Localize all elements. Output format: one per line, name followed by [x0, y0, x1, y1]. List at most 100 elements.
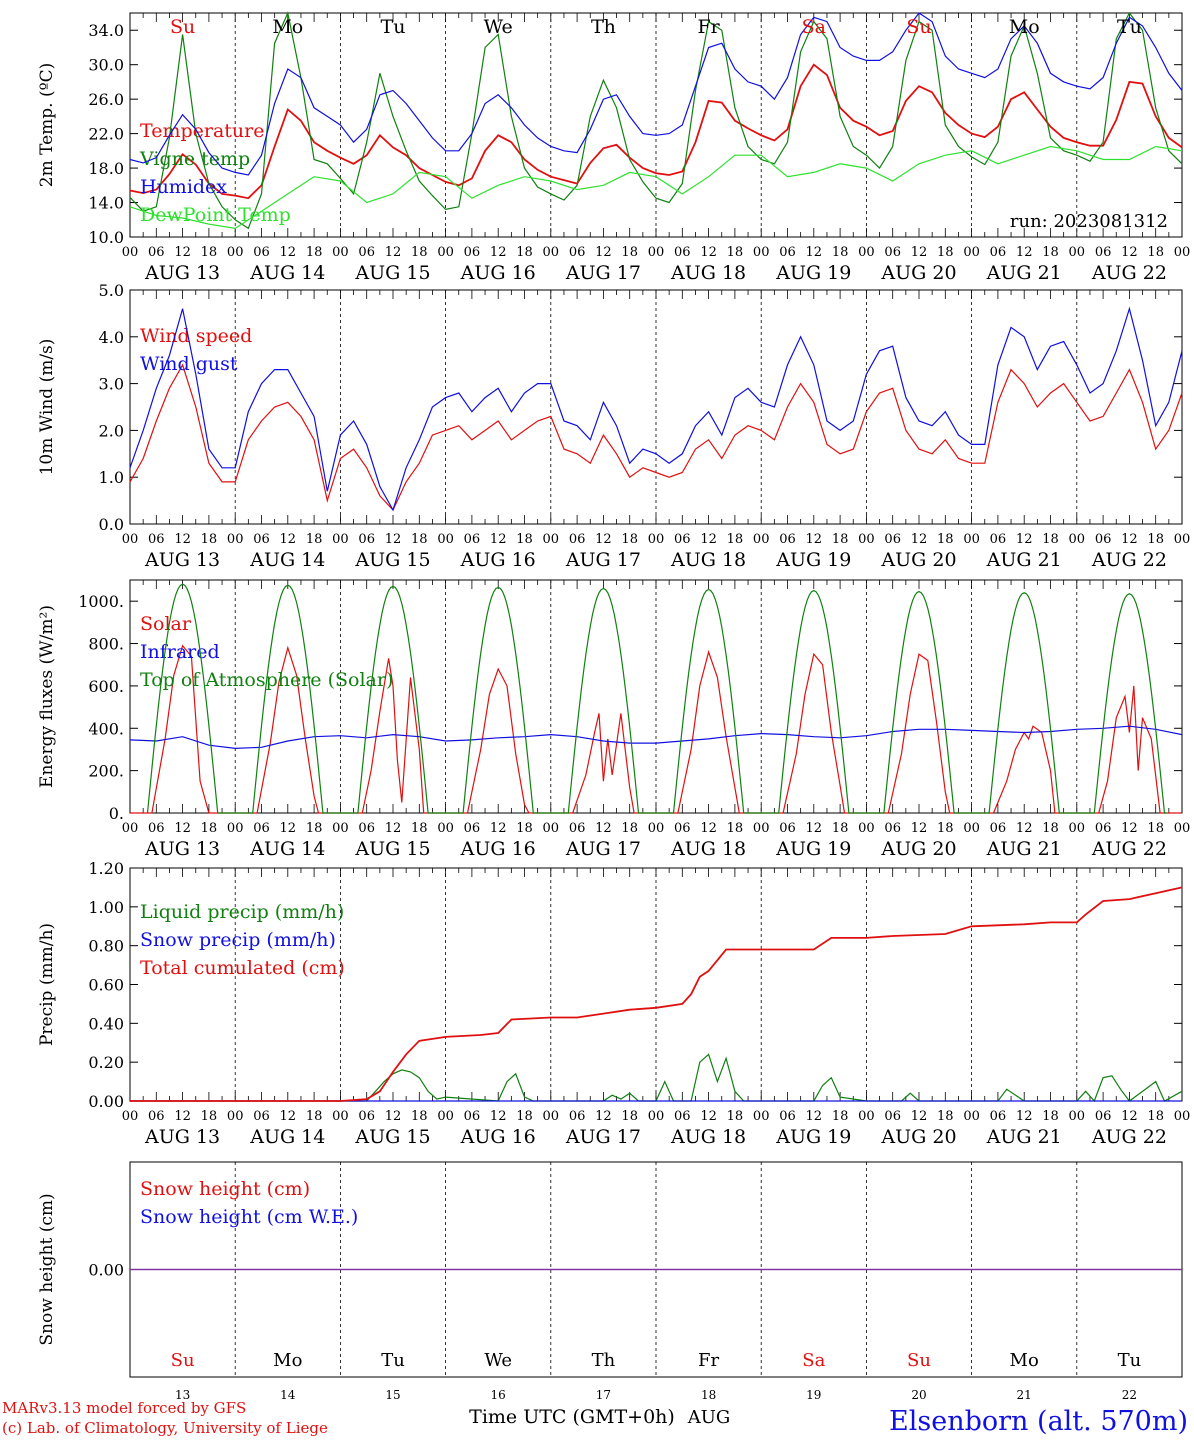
legend-entry: Snow height (cm)	[140, 1178, 310, 1200]
hour-label: 06	[779, 532, 796, 547]
weekday-label-bottom: Sa	[802, 1350, 825, 1371]
date-label: AUG 14	[249, 1126, 325, 1148]
station-name: Elsenborn (alt. 570m)	[889, 1406, 1188, 1437]
hour-label: 18	[1042, 245, 1059, 260]
panel-5: 0.00 Snow height (cm) Snow height (cm) Snow…	[37, 1161, 1183, 1378]
hour-label: 00	[963, 532, 980, 547]
date-label: AUG 20	[880, 838, 956, 860]
hour-label: 18	[1042, 532, 1059, 547]
hour-label: 06	[674, 1109, 691, 1124]
weekday-label-top: Mo	[1009, 16, 1040, 38]
hour-label: 18	[621, 821, 638, 836]
hour-label: 06	[674, 245, 691, 260]
hour-label: 06	[674, 821, 691, 836]
weekday-label-bottom: Mo	[273, 1350, 302, 1371]
hour-label: 18	[411, 821, 428, 836]
hour-label: 18	[832, 245, 849, 260]
y-tick-label: 0.60	[88, 976, 124, 995]
hour-label: 12	[595, 532, 612, 547]
hour-label: 12	[700, 1109, 717, 1124]
date-label: AUG 13	[144, 549, 220, 571]
hour-label: 18	[516, 532, 533, 547]
month-label: AUG	[687, 1407, 731, 1428]
hour-label: 12	[490, 821, 507, 836]
hour-label: 18	[201, 1109, 218, 1124]
hour-label: 06	[569, 245, 586, 260]
hour-label: 06	[990, 821, 1007, 836]
series-line-vigne-temp	[129, 11, 1183, 230]
hour-label: 00	[122, 1109, 139, 1124]
y-tick-label: 1.00	[88, 898, 124, 917]
hour-label: 00	[437, 1109, 454, 1124]
y-tick-label: 18.0	[88, 159, 124, 178]
hour-label: 06	[990, 532, 1007, 547]
hour-label: 18	[411, 245, 428, 260]
hour-label: 18	[832, 532, 849, 547]
hour-label: 06	[253, 821, 270, 836]
hour-label: 18	[937, 821, 954, 836]
hour-label: 18	[1147, 821, 1164, 836]
y-tick-label: 0.	[109, 804, 124, 823]
hour-label: 12	[1016, 1109, 1033, 1124]
hour-label: 12	[1016, 245, 1033, 260]
hour-label: 00	[332, 821, 349, 836]
hour-label: 06	[464, 1109, 481, 1124]
date-label: AUG 21	[986, 838, 1062, 860]
hour-label: 00	[332, 245, 349, 260]
hour-label: 18	[727, 245, 744, 260]
day-number: 19	[806, 1388, 821, 1402]
panel-2: 0.0 1.0 2.0 3.0 4.0 5.0 10m Wind (m/s) Wind spe…	[37, 281, 1190, 571]
date-label: AUG 16	[460, 1126, 536, 1148]
hour-label: 18	[621, 532, 638, 547]
legend-entry: Solar	[140, 613, 192, 635]
hour-label: 00	[543, 821, 560, 836]
weekday-label-top: Tu	[1117, 16, 1142, 38]
hour-label: 12	[1121, 245, 1138, 260]
hour-label: 12	[280, 245, 297, 260]
hour-label: 00	[1174, 245, 1191, 260]
weekday-label-bottom: Su	[171, 1350, 195, 1371]
y-axis-label: Energy fluxes (W/m²)	[37, 605, 57, 788]
day-number: 16	[491, 1388, 506, 1402]
hour-label: 06	[358, 1109, 375, 1124]
hour-label: 18	[516, 245, 533, 260]
hour-label: 06	[884, 1109, 901, 1124]
hour-label: 12	[1016, 532, 1033, 547]
y-tick-label: 1000.	[78, 592, 124, 611]
hour-label: 12	[280, 532, 297, 547]
hour-label: 06	[884, 821, 901, 836]
hour-label: 06	[253, 1109, 270, 1124]
date-label: AUG 16	[460, 549, 536, 571]
hour-label: 12	[490, 532, 507, 547]
hour-label: 12	[280, 821, 297, 836]
hour-label: 12	[385, 821, 402, 836]
credit-line-1: MARv3.13 model forced by GFS	[2, 1399, 246, 1417]
hour-label: 06	[148, 532, 165, 547]
panel-3: 0. 200. 400. 600. 800. 1000. Energy fluxes (W/…	[37, 579, 1190, 860]
hour-label: 12	[806, 532, 823, 547]
date-label: AUG 18	[670, 262, 746, 284]
date-label: AUG 21	[986, 262, 1062, 284]
y-tick-label: 0.80	[88, 937, 124, 956]
legend-entry: Vigne temp	[139, 148, 250, 170]
hour-label: 06	[674, 532, 691, 547]
hour-label: 12	[174, 821, 191, 836]
y-tick-label: 400.	[88, 719, 124, 738]
y-tick-label: 5.0	[99, 281, 124, 300]
hour-label: 00	[753, 1109, 770, 1124]
y-tick-label: 4.0	[99, 328, 124, 347]
hour-label: 18	[937, 532, 954, 547]
date-label: AUG 22	[1091, 262, 1167, 284]
day-number: 18	[701, 1388, 716, 1402]
hour-label: 18	[1147, 245, 1164, 260]
hour-label: 18	[937, 245, 954, 260]
y-tick-label: 1.0	[99, 468, 124, 487]
hour-label: 18	[1042, 821, 1059, 836]
hour-label: 12	[1121, 821, 1138, 836]
hour-label: 00	[1069, 245, 1086, 260]
legend-entry: Wind speed	[140, 325, 252, 347]
hour-label: 06	[1095, 1109, 1112, 1124]
hour-label: 12	[1016, 821, 1033, 836]
legend-entry: Top of Atmosphere (Solar)	[140, 669, 393, 691]
day-number: 22	[1122, 1388, 1137, 1402]
